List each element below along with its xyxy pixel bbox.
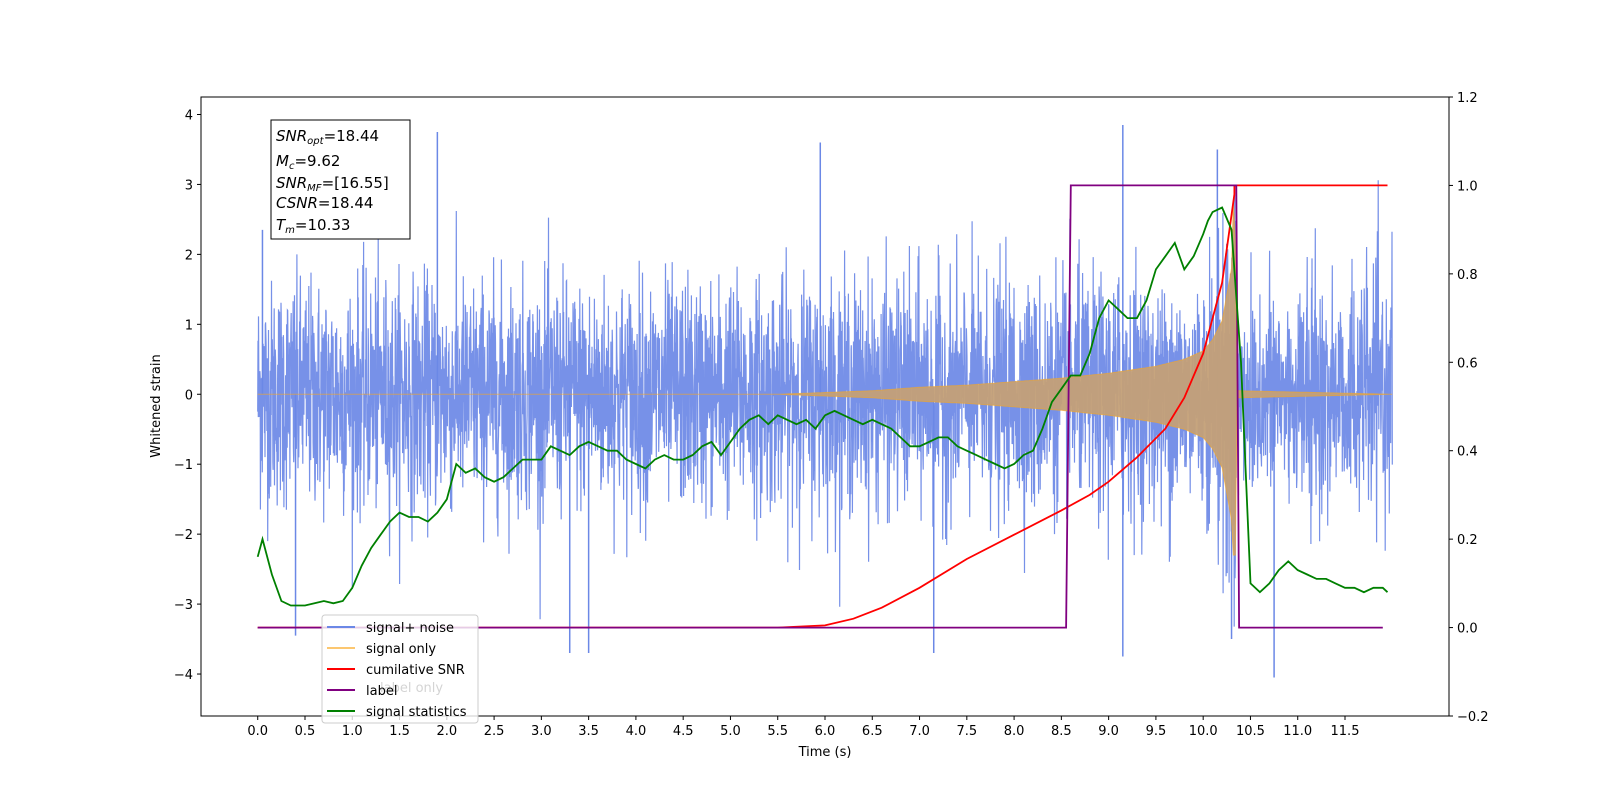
x-tick-label: 1.5 <box>389 724 410 739</box>
series-label <box>257 184 1383 629</box>
y-tick-label: 3 <box>185 178 193 193</box>
legend-label-cumulative-snr: cumilative SNR <box>366 663 465 678</box>
annotation-mc: Mc=9.62 <box>276 152 340 172</box>
x-tick-label: 4.5 <box>673 724 694 739</box>
annotation-frame <box>270 119 411 240</box>
y2-tick-label: 0.8 <box>1457 268 1478 283</box>
x-tick-label: 7.5 <box>956 724 977 739</box>
legend: label only signal+ noise signal only cum… <box>321 614 479 724</box>
annotation-box: SNRopt=18.44 Mc=9.62 SNRMF=[16.55] CSNR=… <box>270 119 411 240</box>
x-tick-label: 11.5 <box>1331 724 1360 739</box>
legend-label-label: label <box>366 684 397 699</box>
x-tick-label: 9.0 <box>1098 724 1119 739</box>
y2-tick-label: 0.2 <box>1457 533 1478 548</box>
x-tick-label: 9.5 <box>1146 724 1167 739</box>
y-tick-label: 0 <box>185 388 193 403</box>
x-tick-label: 0.5 <box>295 724 316 739</box>
x-tick-label: 1.0 <box>342 724 363 739</box>
x-tick-label: 7.0 <box>909 724 930 739</box>
legend-label-signal-only: signal only <box>366 642 436 657</box>
y-tick-label: 1 <box>185 318 193 333</box>
y2-tick-label: −0.2 <box>1457 710 1489 725</box>
y2-tick-label: 0.6 <box>1457 356 1478 371</box>
y-tick-label: −2 <box>174 528 193 543</box>
x-tick-label: 3.0 <box>531 724 552 739</box>
y-axis-ticks: 4 3 2 1 0 −1 −2 −3 −4 <box>174 108 201 683</box>
x-tick-label: 6.5 <box>862 724 883 739</box>
y-tick-label: −3 <box>174 598 193 613</box>
x-tick-label: 8.0 <box>1004 724 1025 739</box>
x-tick-label: 2.0 <box>436 724 457 739</box>
annotation-csnr: CSNR=18.44 <box>276 194 373 212</box>
x-tick-label: 0.0 <box>247 724 268 739</box>
x-tick-label: 6.0 <box>815 724 836 739</box>
y2-tick-label: 1.2 <box>1457 91 1478 106</box>
x-tick-label: 10.0 <box>1189 724 1218 739</box>
series-cumulative-snr <box>257 184 1388 629</box>
annotation-snr-mf: SNRMF=[16.55] <box>276 174 389 194</box>
annotation-tm: Tm=10.33 <box>276 216 350 236</box>
y2-tick-label: 0.0 <box>1457 622 1478 637</box>
x-tick-label: 11.0 <box>1283 724 1312 739</box>
y-tick-label: 4 <box>185 108 193 123</box>
x-tick-label: 4.0 <box>626 724 647 739</box>
annotation-snr-opt: SNRopt=18.44 <box>276 127 379 147</box>
legend-frame <box>321 614 479 724</box>
legend-label-signal-statistics: signal statistics <box>366 705 467 720</box>
y-tick-label: −4 <box>174 668 193 683</box>
y-tick-label: 2 <box>185 248 193 263</box>
x-tick-label: 2.5 <box>484 724 505 739</box>
y-tick-label: −1 <box>174 458 193 473</box>
series-signal-statistics <box>256 206 1389 607</box>
x-axis-ticks: 0.0 0.5 1.0 1.5 2.0 2.5 3.0 3.5 4.0 4.5 5.0 5.5 6.0 6… <box>247 716 1359 739</box>
y2-tick-label: 1.0 <box>1457 179 1478 194</box>
legend-label-signal-noise: signal+ noise <box>366 621 454 636</box>
x-tick-label: 3.5 <box>578 724 599 739</box>
y-axis-label: Whitened strain <box>149 354 164 457</box>
x-axis-label: Time (s) <box>798 745 852 760</box>
series-layer <box>256 124 1393 678</box>
y2-axis-ticks: 1.2 1.0 0.8 0.6 0.4 0.2 0.0 −0.2 <box>1449 91 1489 725</box>
x-tick-label: 5.5 <box>767 724 788 739</box>
y2-tick-label: 0.4 <box>1457 445 1478 460</box>
series-signal-only <box>257 200 1393 556</box>
legend-ghost-text: label only <box>380 681 443 696</box>
x-tick-label: 5.0 <box>720 724 741 739</box>
x-tick-label: 10.5 <box>1236 724 1265 739</box>
plot-area <box>256 124 1393 678</box>
x-tick-label: 8.5 <box>1051 724 1072 739</box>
